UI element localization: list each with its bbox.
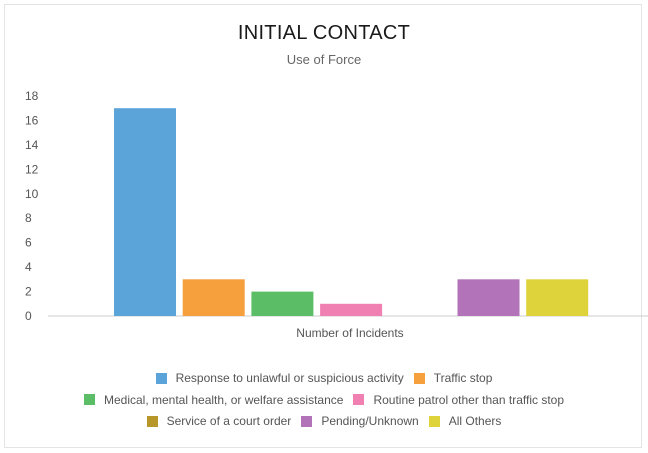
legend-row: Medical, mental health, or welfare assis…	[0, 390, 648, 410]
chart-subtitle: Use of Force	[286, 52, 362, 67]
bar-response-to-unlawful-or-suspicious-activity	[114, 108, 176, 316]
legend-label: All Others	[448, 414, 502, 428]
y-tick-label: 12	[25, 162, 39, 176]
bar-traffic-stop	[182, 279, 245, 316]
legend-item[interactable]: Routine patrol other than traffic stop	[353, 393, 564, 407]
legend-item[interactable]: All Others	[428, 414, 502, 428]
legend-label: Response to unlawful or suspicious activ…	[175, 371, 404, 385]
legend-swatch	[83, 394, 95, 405]
legend-item[interactable]: Traffic stop	[413, 371, 493, 385]
bars	[114, 108, 589, 316]
bar-medical-mental-health-or-welfare-assistance	[251, 291, 314, 316]
y-tick-label: 8	[25, 211, 32, 225]
y-tick-label: 16	[25, 113, 39, 127]
legend-item[interactable]: Response to unlawful or suspicious activ…	[155, 371, 404, 385]
legend-row: Response to unlawful or suspicious activ…	[0, 368, 648, 388]
legend-label: Medical, mental health, or welfare assis…	[103, 392, 344, 407]
y-tick-label: 18	[25, 89, 39, 103]
y-tick-label: 14	[25, 138, 39, 152]
legend-item[interactable]: Medical, mental health, or welfare assis…	[83, 392, 344, 407]
legend-swatch	[146, 415, 158, 427]
legend-label: Pending/Unknown	[321, 414, 419, 428]
y-tick-label: 6	[25, 236, 32, 250]
legend-swatch	[428, 415, 440, 427]
bar-all-others	[526, 279, 589, 316]
chart-card	[4, 4, 642, 448]
legend-label: Routine patrol other than traffic stop	[373, 392, 564, 407]
legend-label: Traffic stop	[433, 371, 493, 385]
legend-row: Service of a court order Pending/Unknown A…	[0, 411, 648, 431]
bar-routine-patrol-other-than-traffic-stop	[320, 303, 383, 316]
chart-title: INITIAL CONTACT	[237, 22, 411, 44]
legend-item[interactable]: Service of a court order	[146, 414, 292, 428]
legend-item[interactable]: Pending/Unknown	[301, 414, 419, 428]
y-tick-label: 4	[25, 260, 32, 274]
legend-swatch	[155, 372, 167, 384]
legend-label: Service of a court order	[166, 414, 292, 428]
y-axis-ticks: 0 2 4 6 8 10 12 14 16 18	[25, 89, 39, 323]
y-tick-label: 0	[25, 309, 32, 323]
y-tick-label: 2	[25, 285, 32, 299]
legend-swatch	[301, 415, 313, 427]
y-tick-label: 10	[25, 187, 39, 201]
bar-pending-unknown	[457, 279, 520, 316]
x-axis-label: Number of Incidents	[296, 326, 404, 340]
legend-swatch	[413, 372, 425, 384]
legend-swatch	[353, 394, 365, 405]
chart-legend: Response to unlawful or suspicious activ…	[0, 368, 648, 433]
